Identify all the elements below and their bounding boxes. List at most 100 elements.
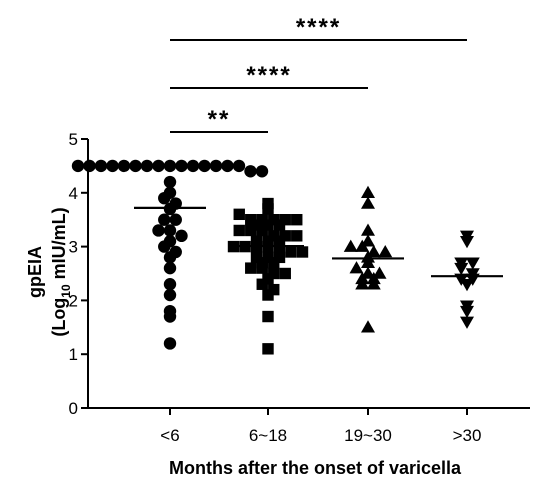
data-point-triangle-up [361, 223, 375, 236]
data-point-circle [221, 159, 234, 173]
data-point-square [233, 224, 245, 237]
data-point-triangle-up [355, 239, 370, 252]
comparison-label: **** [296, 14, 341, 41]
data-point-circle [163, 159, 177, 173]
data-point-triangle-up [361, 185, 375, 199]
data-point-circle [163, 278, 177, 291]
data-point-circle [169, 213, 182, 226]
data-point-circle [232, 159, 246, 173]
comparison-label: **** [246, 62, 291, 89]
data-point-circle [152, 159, 165, 173]
data-point-square [291, 214, 303, 226]
x-tick-label: <6 [160, 426, 179, 445]
data-point-square [285, 246, 297, 258]
x-axis-title: Months after the onset of varicella [169, 458, 462, 478]
comparison-label: ** [208, 106, 231, 133]
data-point-triangle-up [366, 277, 381, 290]
data-point-square [268, 257, 280, 269]
data-point-triangle-down [454, 262, 469, 276]
data-point-triangle-up [378, 244, 393, 258]
mean-lines [134, 206, 503, 278]
y-tick-label: 5 [69, 130, 78, 149]
y-tick-label: 4 [69, 184, 78, 203]
data-point-triangle-up [355, 277, 370, 290]
data-point-circle [163, 251, 177, 264]
data-point-square [256, 214, 268, 226]
data-point-square [245, 224, 257, 237]
x-tick-label: 19~30 [344, 426, 392, 445]
data-point-square [256, 262, 268, 274]
data-point-triangle-down [460, 279, 474, 292]
axes: 0 1 2 3 4 5 <6 6~18 19~30 >30 [69, 130, 530, 445]
y-axis-title-line2: (Log10 mIU/mL) [49, 207, 73, 336]
data-point-circle [94, 159, 108, 173]
data-point-triangle-up [372, 266, 387, 279]
data-point-circle [158, 213, 171, 226]
data-point-circle [163, 288, 177, 302]
data-point-square [250, 219, 263, 231]
data-point-square [268, 283, 280, 296]
data-point-circle [163, 261, 177, 275]
comparison-brackets: ********** [170, 14, 467, 133]
data-point-square [256, 224, 268, 237]
data-point-square [279, 230, 291, 242]
data-point-triangle-up [361, 255, 375, 268]
data-point-triangle-up [361, 234, 375, 247]
data-point-square [291, 230, 303, 242]
data-point-triangle-down [460, 235, 474, 249]
data-point-square [262, 203, 274, 215]
data-point-triangle-down [465, 257, 480, 270]
data-point-circle [163, 175, 177, 189]
data-point-circle [152, 224, 165, 237]
data-point-square [262, 251, 274, 264]
y-axis-title-suffix: mIU/mL) [49, 207, 69, 284]
data-point-square [268, 267, 280, 280]
data-point-square [279, 267, 291, 280]
data-point-circle [129, 159, 142, 173]
data-point-triangle-up [343, 239, 358, 252]
data-point-circle [71, 159, 85, 173]
y-axis-title-line1: gpEIA [25, 246, 45, 298]
data-point-circle [198, 159, 211, 173]
y-tick-label: 1 [69, 345, 78, 364]
data-point-triangle-down [460, 316, 474, 329]
data-point-triangle-up [361, 320, 375, 333]
y-axis-title-subscript: 10 [59, 284, 73, 298]
x-tick-label: 6~18 [249, 426, 287, 445]
data-point-circle [163, 337, 177, 350]
data-point-circle [106, 159, 119, 173]
data-point-square [262, 219, 274, 231]
data-points [71, 159, 480, 355]
data-point-circle [175, 159, 188, 173]
data-point-circle [83, 159, 96, 173]
data-point-square [273, 219, 286, 231]
data-point-circle [255, 165, 269, 178]
data-point-square [296, 246, 309, 258]
y-tick-label: 3 [69, 238, 78, 257]
data-point-square [279, 214, 291, 226]
y-tick-label: 2 [69, 291, 78, 310]
data-point-circle [244, 165, 257, 178]
data-point-circle [163, 310, 177, 323]
data-point-square [262, 273, 274, 285]
data-point-triangle-up [361, 196, 375, 209]
data-point-square [262, 343, 274, 355]
data-point-square [262, 310, 274, 323]
data-point-circle [117, 159, 131, 173]
y-axis-title-group: gpEIA (Log10 mIU/mL) [25, 207, 73, 336]
y-tick-label: 0 [69, 399, 78, 418]
data-point-circle [209, 159, 223, 173]
data-point-circle [163, 224, 177, 237]
data-point-triangle-up [366, 244, 381, 258]
data-point-circle [158, 191, 171, 205]
data-point-triangle-up [349, 261, 364, 274]
data-point-circle [140, 159, 154, 173]
data-point-square [256, 278, 268, 290]
data-point-circle [158, 240, 171, 253]
data-point-square [233, 208, 245, 221]
data-point-square [273, 251, 286, 264]
data-point-circle [186, 159, 200, 173]
data-point-triangle-up [361, 266, 375, 279]
data-point-square [268, 214, 280, 226]
